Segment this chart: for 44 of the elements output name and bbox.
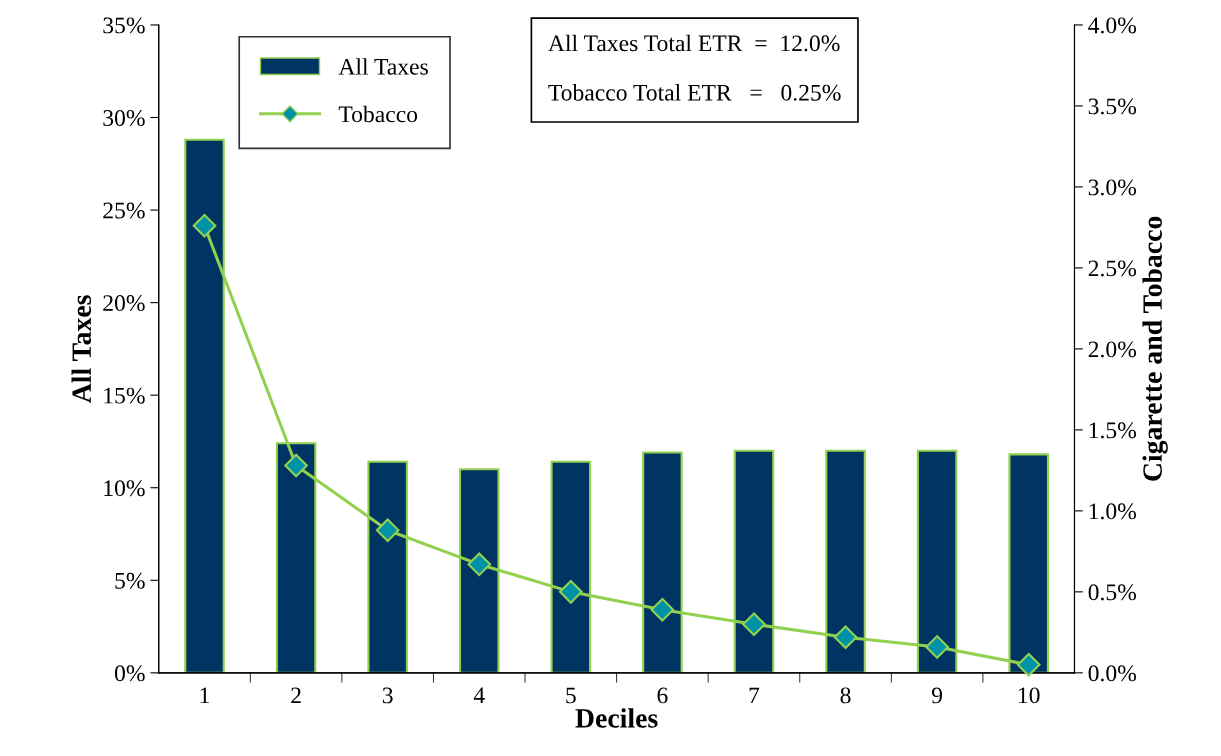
x-tick-label: 10 <box>1018 687 1040 704</box>
y2-tick-label: 4.0% <box>1088 17 1137 34</box>
x-tick-label: 1 <box>200 687 209 704</box>
y-tick-label: 30% <box>103 109 145 127</box>
point <box>467 552 492 577</box>
y2-axis-title: Cigarette and Tobacco <box>1142 216 1168 481</box>
point <box>375 518 400 543</box>
point <box>925 635 949 659</box>
y-tick-label: 0% <box>114 665 145 682</box>
point <box>742 612 766 637</box>
y2-tick-label: 1.0% <box>1089 503 1137 520</box>
y-tick-label: 20% <box>103 295 145 312</box>
y-tick-label: 10% <box>104 480 145 497</box>
legend-label: Tobacco <box>338 105 418 123</box>
y2-tick-label: 2.0% <box>1088 341 1137 358</box>
x-tick-label: 2 <box>291 687 301 704</box>
y-tick-label: 25% <box>103 202 145 219</box>
point <box>192 213 217 238</box>
x-tick-label: 3 <box>382 687 393 704</box>
annotation: Tobacco Total ETR = 0.25% <box>548 84 841 101</box>
point <box>1016 652 1041 677</box>
point <box>650 597 675 622</box>
y2-tick-label: 0.5% <box>1088 584 1137 601</box>
y-tick-label: 15% <box>104 387 145 404</box>
y-axis-title: All Taxes <box>71 295 92 404</box>
y-tick-label: 35% <box>103 17 145 34</box>
y2-tick-label: 1.5% <box>1089 422 1137 439</box>
x-tick-label: 7 <box>749 687 760 704</box>
point <box>833 625 858 650</box>
x-tick-label: 5 <box>566 687 576 704</box>
x-tick-label: 8 <box>840 687 851 704</box>
y2-tick-label: 2.5% <box>1088 260 1137 277</box>
x-tick-label: 6 <box>657 687 668 704</box>
y2-tick-label: 3.0% <box>1088 179 1137 196</box>
y2-tick-label: 0.0% <box>1088 665 1137 682</box>
annotation: All Taxes Total ETR = 12.0% <box>548 34 840 52</box>
y-tick-label: 5% <box>115 572 145 589</box>
x-tick-label: 9 <box>931 687 943 704</box>
x-axis-title: Deciles <box>575 708 658 728</box>
point <box>558 580 583 604</box>
point <box>284 453 308 478</box>
legend-label: All Taxes <box>338 58 428 75</box>
x-tick-label: 4 <box>473 687 485 704</box>
y2-tick-label: 3.5% <box>1088 98 1137 115</box>
